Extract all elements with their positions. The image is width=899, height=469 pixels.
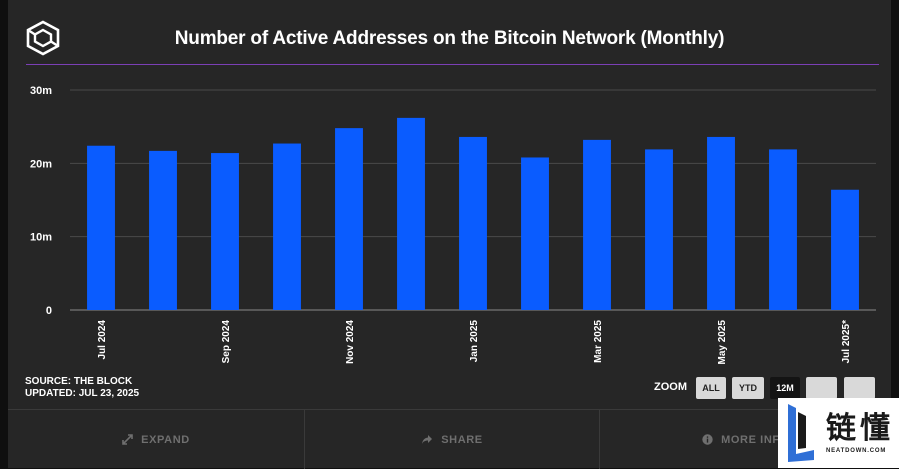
bar [583, 139, 611, 310]
y-tick-label: 10m [30, 232, 52, 244]
watermark-logo-icon [788, 404, 814, 462]
x-tick-label: Nov 2024 [345, 320, 356, 364]
bar [831, 189, 859, 310]
expand-button[interactable]: EXPAND [8, 410, 304, 469]
source-info: SOURCE: THE BLOCK UPDATED: JUL 23, 2025 [25, 376, 139, 400]
x-tick-label: Sep 2024 [221, 320, 232, 364]
y-tick-label: 20m [30, 158, 52, 170]
zoom-extra-button-2[interactable] [844, 377, 875, 399]
share-label: SHARE [441, 433, 483, 446]
chart-card: Number of Active Addresses on the Bitcoi… [8, 0, 891, 469]
watermark-url: NEATDOWN.COM [826, 447, 887, 454]
watermark-chinese-text: 链懂 [826, 410, 894, 446]
bar [769, 149, 797, 310]
zoom-ytd-button[interactable]: YTD [732, 377, 764, 399]
more-info-button[interactable]: MORE INFO [600, 410, 891, 469]
expand-label: EXPAND [141, 433, 190, 446]
source-label: SOURCE: THE BLOCK [25, 376, 133, 387]
x-tick-label: May 2025 [717, 320, 728, 365]
x-tick-label: Mar 2025 [593, 320, 604, 363]
footer-divider [599, 410, 600, 469]
zoom-label: ZOOM [654, 381, 687, 393]
bar [273, 143, 301, 310]
title-divider [26, 64, 879, 65]
bar [521, 157, 549, 310]
info-icon [702, 434, 713, 445]
share-button[interactable]: SHARE [305, 410, 599, 469]
bar [459, 136, 487, 310]
bar [87, 145, 115, 310]
watermark-badge: 链懂 NEATDOWN.COM [778, 398, 899, 468]
bar-chart: 0 10m 20m 30m Jul 2024 Sep 2024 Nov 2024 Jan 20… [30, 85, 876, 365]
zoom-12m-button[interactable]: 12M [770, 377, 800, 399]
bar [397, 117, 425, 310]
updated-label: UPDATED: JUL 23, 2025 [25, 388, 140, 399]
bar [707, 136, 735, 310]
x-tick-label: Jul 2025* [841, 320, 852, 363]
y-tick-label: 30m [30, 85, 52, 97]
zoom-all-button[interactable]: ALL [696, 377, 726, 399]
action-bar: EXPAND SHARE MORE INFO [8, 409, 891, 469]
the-block-logo-icon [26, 20, 60, 56]
bar [335, 128, 363, 310]
share-icon [422, 435, 433, 444]
x-tick-label: Jan 2025 [469, 320, 480, 363]
bar [149, 150, 177, 310]
bar [211, 153, 239, 310]
footer-divider [304, 410, 305, 469]
more-info-label: MORE INFO [721, 433, 789, 446]
bar [645, 149, 673, 310]
chart-title: Number of Active Addresses on the Bitcoi… [174, 28, 725, 49]
zoom-extra-button-1[interactable] [806, 377, 837, 399]
x-tick-label: Jul 2024 [97, 320, 108, 360]
expand-icon [122, 434, 133, 445]
y-tick-label: 0 [46, 305, 52, 317]
